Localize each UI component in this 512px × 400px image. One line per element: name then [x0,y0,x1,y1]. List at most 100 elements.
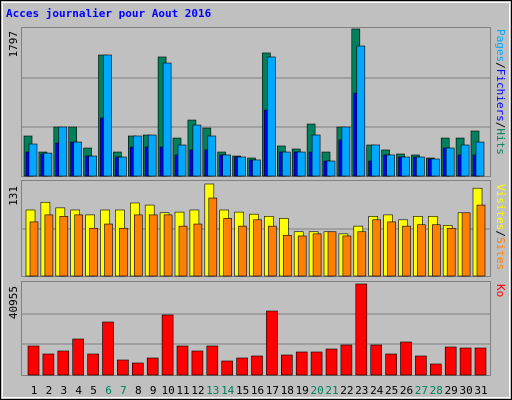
x-tick-label: 9 [150,384,157,397]
x-tick-label: 1 [31,384,38,397]
bar [44,214,54,277]
bar [119,227,128,277]
bar [43,152,53,177]
bar [87,353,99,376]
y-tick-label: 40955 [7,286,20,319]
bar [117,359,129,376]
bar [311,134,321,177]
bar [27,345,40,376]
bar [238,225,247,277]
x-tick-label: 18 [281,384,294,397]
x-tick-label: 12 [191,384,204,397]
bar [325,348,338,376]
bar [89,227,98,277]
legend: Visites/Sites [494,184,507,270]
bar [58,126,68,177]
bar [102,321,114,376]
legend-entry: Pages [494,29,507,62]
x-tick-label: 13 [206,384,219,397]
x-tick-label: 15 [236,384,249,397]
bar [310,351,323,376]
bar [132,362,144,376]
legend: Ko [494,284,507,297]
bar [236,357,248,376]
bar [281,151,291,177]
bar [237,156,246,177]
x-tick-label: 4 [75,384,82,397]
bar [206,345,219,376]
bar [356,45,366,177]
bar [251,355,263,376]
bar [221,360,233,376]
bar [460,144,470,177]
x-tick-label: 27 [415,384,428,397]
bar [29,221,39,277]
x-tick-label: 23 [355,384,368,397]
x-tick-label: 25 [385,384,398,397]
bar [429,363,442,376]
bar [192,124,202,177]
x-tick-label: 14 [221,384,235,397]
y-tick-label: 1797 [7,31,20,58]
x-tick-label: 7 [120,384,127,397]
bar [400,341,412,376]
bar [444,346,457,376]
bar [103,54,112,177]
bar [162,62,172,177]
legend-entry: Ko [494,284,507,297]
legend-separator: / [494,62,507,69]
bar [340,344,353,376]
bar [146,357,159,376]
bar [415,355,427,376]
bar [385,353,397,376]
bar [387,221,396,277]
x-tick-label: 28 [430,384,443,397]
bar [370,344,383,376]
bar [118,156,127,177]
bar [177,144,187,177]
bar [193,223,203,277]
legend-separator: / [494,122,507,129]
bar [178,225,188,277]
bar [417,224,426,277]
bar [431,224,441,277]
bar [222,154,231,177]
bar [312,233,322,277]
x-tick-label: 8 [135,384,142,397]
bar [161,314,174,376]
bar [28,143,38,177]
bar [73,141,82,177]
x-tick-label: 10 [161,384,174,397]
bar [42,353,55,376]
bar [416,156,425,177]
bar [280,354,293,376]
x-tick-label: 30 [459,384,472,397]
bar [266,310,278,376]
x-tick-label: 19 [296,384,309,397]
x-tick-label: 31 [474,384,487,397]
bar [297,235,307,277]
bar [252,159,261,177]
bar [104,223,113,277]
legend-entry: Hits [494,128,507,155]
bar [386,154,395,177]
bar [267,56,276,177]
bar [357,231,367,277]
x-tick-label: 22 [340,384,353,397]
bar [295,351,308,376]
bar [475,141,485,177]
bar [207,135,217,177]
bar [461,212,471,277]
bar [341,126,351,177]
bar [133,135,142,177]
legend-entry: Visites [494,184,507,230]
legend-entry: Fichiers [494,69,507,122]
x-tick-label: 6 [105,384,112,397]
legend-separator: / [494,230,507,237]
bar [208,197,218,277]
bar [223,218,232,277]
bar [327,231,337,277]
bar [371,144,381,177]
x-tick-label: 11 [176,384,189,397]
